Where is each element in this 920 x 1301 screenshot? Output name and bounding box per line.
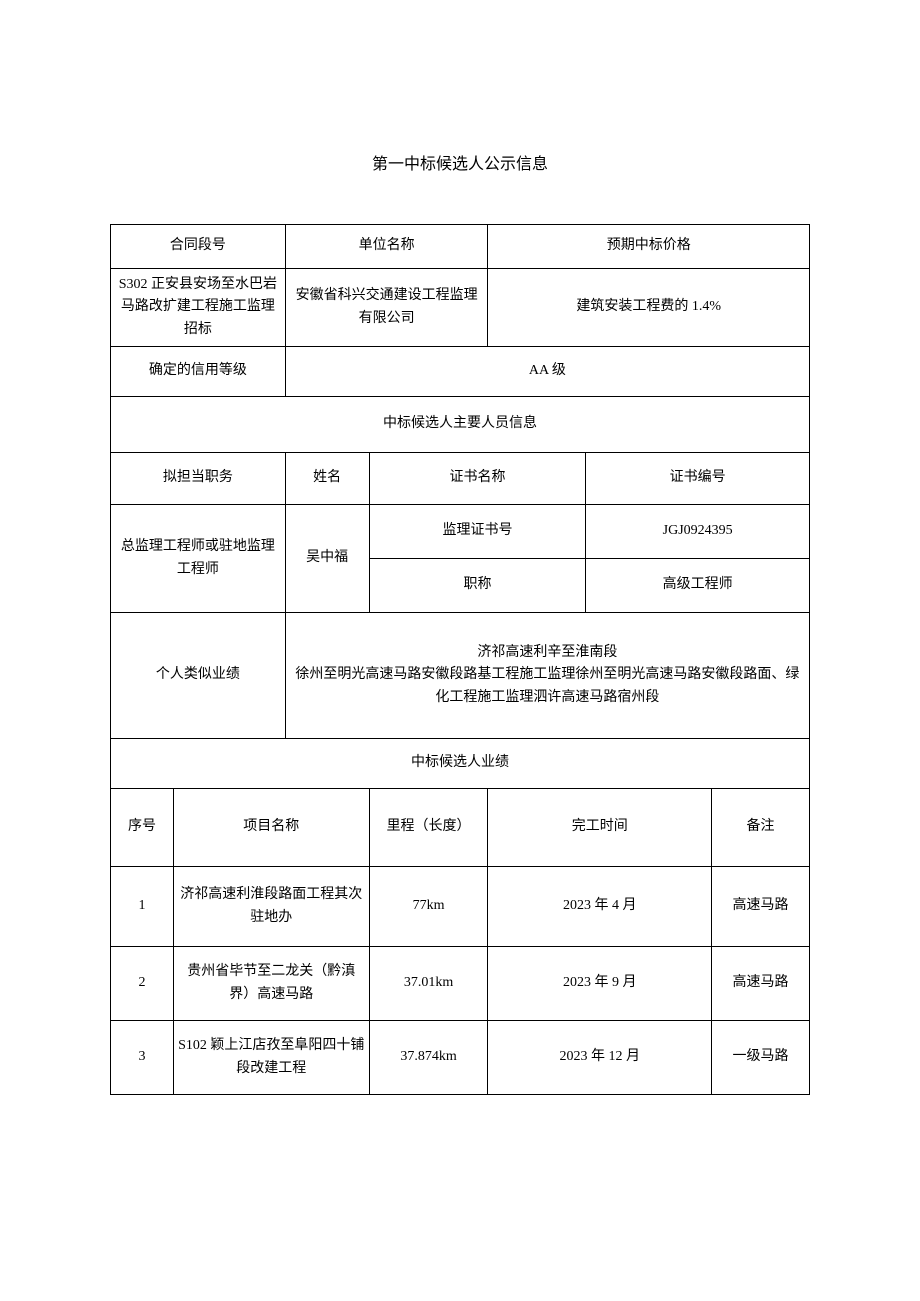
- experience-label: 个人类似业绩: [111, 613, 286, 739]
- name-label: 姓名: [285, 453, 369, 505]
- date-cell: 2023 年 4 月: [488, 867, 712, 947]
- experience-line1: 济祁高速利辛至淮南段: [290, 642, 805, 664]
- cert2-no: 高级工程师: [586, 559, 810, 613]
- name-value: 吴中福: [285, 505, 369, 613]
- project-name-cell: S102 颖上江店孜至阜阳四十铺段改建工程: [173, 1021, 369, 1095]
- personnel-section-title: 中标候选人主要人员信息: [111, 397, 810, 453]
- experience-value: 济祁高速利辛至淮南段 徐州至明光高速马路安徽段路基工程施工监理徐州至明光高速马路…: [285, 613, 809, 739]
- length-cell: 77km: [369, 867, 488, 947]
- table-row: 1 济祁高速利淮段路面工程其次驻地办 77km 2023 年 4 月 高速马路: [111, 867, 810, 947]
- note-cell: 高速马路: [712, 867, 810, 947]
- role-label: 拟担当职务: [111, 453, 286, 505]
- note-cell: 一级马路: [712, 1021, 810, 1095]
- projects-section-title: 中标候选人业绩: [111, 739, 810, 789]
- table-row: 2 贵州省毕节至二龙关（黔滇界）高速马路 37.01km 2023 年 9 月 …: [111, 947, 810, 1021]
- project-name-label: 项目名称: [173, 789, 369, 867]
- cert-label: 证书名称: [369, 453, 586, 505]
- date-cell: 2023 年 12 月: [488, 1021, 712, 1095]
- note-cell: 高速马路: [712, 947, 810, 1021]
- project-name-cell: 济祁高速利淮段路面工程其次驻地办: [173, 867, 369, 947]
- role-value: 总监理工程师或驻地监理工程师: [111, 505, 286, 613]
- seq-cell: 3: [111, 1021, 174, 1095]
- seq-label: 序号: [111, 789, 174, 867]
- cert1-name: 监理证书号: [369, 505, 586, 559]
- project-name-cell: 贵州省毕节至二龙关（黔滇界）高速马路: [173, 947, 369, 1021]
- contract-label: 合同段号: [111, 225, 286, 269]
- page-title: 第一中标候选人公示信息: [110, 150, 810, 174]
- seq-cell: 1: [111, 867, 174, 947]
- experience-line2: 徐州至明光高速马路安徽段路基工程施工监理徐州至明光高速马路安徽段路面、绿化工程施…: [290, 664, 805, 709]
- credit-label: 确定的信用等级: [111, 347, 286, 397]
- certno-label: 证书编号: [586, 453, 810, 505]
- contract-value: S302 正安县安场至水巴岩马路改扩建工程施工监理招标: [111, 269, 286, 347]
- unit-label: 单位名称: [285, 225, 488, 269]
- note-label: 备注: [712, 789, 810, 867]
- main-table: 合同段号 单位名称 预期中标价格 S302 正安县安场至水巴岩马路改扩建工程施工…: [110, 224, 810, 1095]
- date-label: 完工时间: [488, 789, 712, 867]
- length-label: 里程（长度）: [369, 789, 488, 867]
- seq-cell: 2: [111, 947, 174, 1021]
- length-cell: 37.874km: [369, 1021, 488, 1095]
- unit-value: 安徽省科兴交通建设工程监理有限公司: [285, 269, 488, 347]
- price-value: 建筑安装工程费的 1.4%: [488, 269, 810, 347]
- credit-value: AA 级: [285, 347, 809, 397]
- cert1-no: JGJ0924395: [586, 505, 810, 559]
- cert2-name: 职称: [369, 559, 586, 613]
- price-label: 预期中标价格: [488, 225, 810, 269]
- table-row: 3 S102 颖上江店孜至阜阳四十铺段改建工程 37.874km 2023 年 …: [111, 1021, 810, 1095]
- length-cell: 37.01km: [369, 947, 488, 1021]
- date-cell: 2023 年 9 月: [488, 947, 712, 1021]
